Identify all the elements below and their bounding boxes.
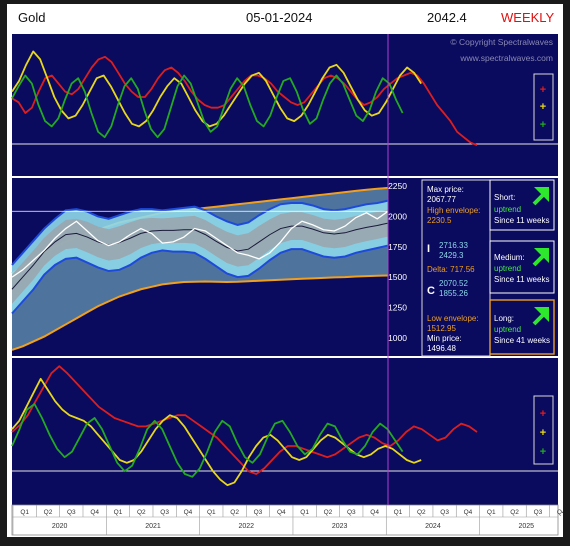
long-trend-since: Since 41 weeks bbox=[494, 336, 550, 345]
i-value-1: 2716.33 bbox=[439, 241, 468, 250]
long-trend-label: Long: bbox=[494, 314, 514, 323]
quarter-label: Q3 bbox=[160, 509, 169, 516]
channel-lower-line bbox=[11, 244, 389, 315]
year-label: 2021 bbox=[145, 523, 161, 530]
min-price-label: Min price: bbox=[427, 334, 462, 343]
timeframe-label: WEEKLY bbox=[501, 10, 555, 25]
bottom-legend-medium-marker: + bbox=[540, 427, 546, 439]
top-legend-box bbox=[533, 73, 554, 141]
top-osc-fast-line bbox=[11, 74, 404, 139]
bottom-legend-slow-marker: + bbox=[540, 408, 546, 420]
quarter-label: Q3 bbox=[347, 509, 356, 516]
quarter-label: Q3 bbox=[67, 509, 76, 516]
price-line bbox=[11, 210, 389, 278]
quarter-label: Q2 bbox=[510, 509, 519, 516]
quarter-label: Q4 bbox=[464, 509, 473, 516]
price-tick-label: 1250 bbox=[388, 302, 407, 312]
chart-frame: Gold 05-01-2024 2042.4 WEEKLY © Copyrigh… bbox=[7, 4, 563, 537]
quarter-label: Q4 bbox=[370, 509, 379, 516]
inner-channel-band bbox=[12, 209, 388, 304]
max-price-label: Max price: bbox=[427, 185, 464, 194]
quarter-label: Q4 bbox=[90, 509, 99, 516]
price-tick-label: 1000 bbox=[388, 333, 407, 343]
quarter-label: Q1 bbox=[20, 509, 29, 516]
medium-trend-since: Since 11 weeks bbox=[494, 275, 549, 284]
lower-envelope-line bbox=[11, 274, 389, 351]
chart-header: Gold 05-01-2024 2042.4 WEEKLY bbox=[7, 4, 563, 33]
symbol-title: Gold bbox=[18, 10, 46, 25]
medium-trend-status: uptrend bbox=[494, 264, 521, 273]
price-tick-label: 2250 bbox=[388, 181, 407, 191]
url-watermark: www.spectralwaves.com bbox=[459, 53, 553, 63]
c-value-1: 2070.52 bbox=[439, 279, 468, 288]
year-label: 2025 bbox=[518, 523, 534, 530]
bottom-oscillator-lines bbox=[11, 365, 478, 487]
chart-date: 05-01-2024 bbox=[246, 10, 313, 25]
i-value-2: 2429.3 bbox=[439, 251, 464, 260]
quarter-label: Q1 bbox=[394, 509, 403, 516]
short-trend-status: uptrend bbox=[494, 205, 521, 214]
top-legend-fast-marker: + bbox=[540, 119, 546, 131]
short-trend-label: Short: bbox=[494, 193, 515, 202]
low-envelope-value: 1512.95 bbox=[427, 324, 456, 333]
long-trend-status: uptrend bbox=[494, 325, 521, 334]
delta-value: Delta: 717.56 bbox=[427, 265, 475, 274]
quarter-label: Q2 bbox=[137, 509, 146, 516]
c-value-2: 1855.26 bbox=[439, 289, 468, 298]
quarter-label: Q3 bbox=[440, 509, 449, 516]
quarter-label: Q4 bbox=[557, 509, 563, 516]
quarter-label: Q1 bbox=[487, 509, 496, 516]
year-label: 2020 bbox=[52, 523, 68, 530]
top-osc-medium-line bbox=[11, 50, 422, 128]
i-label: I bbox=[427, 243, 430, 255]
quarter-label: Q2 bbox=[417, 509, 426, 516]
quarter-label: Q1 bbox=[114, 509, 123, 516]
max-price-value: 2067.77 bbox=[427, 195, 456, 204]
quarter-label: Q3 bbox=[254, 509, 263, 516]
medium-uptrend-arrow-icon bbox=[532, 248, 549, 267]
low-envelope-label: Low envelope: bbox=[427, 314, 479, 323]
year-label: 2024 bbox=[425, 523, 441, 530]
min-price-value: 1496.48 bbox=[427, 344, 456, 353]
top-legend-slow-marker: + bbox=[540, 84, 546, 96]
year-label: 2022 bbox=[239, 523, 255, 530]
quarter-label: Q2 bbox=[324, 509, 333, 516]
quarter-label: Q2 bbox=[44, 509, 53, 516]
top-legend-medium-marker: + bbox=[540, 101, 546, 113]
last-price: 2042.4 bbox=[427, 10, 467, 25]
bottom-legend-fast-marker: + bbox=[540, 446, 546, 458]
quarter-label: Q2 bbox=[230, 509, 239, 516]
channel-center-line bbox=[11, 222, 389, 290]
c-label: C bbox=[427, 285, 435, 297]
readout-panel bbox=[421, 179, 491, 357]
price-tick-label: 1750 bbox=[388, 242, 407, 252]
year-label: 2023 bbox=[332, 523, 348, 530]
high-envelope-value: 2230.5 bbox=[427, 216, 452, 225]
quarter-label: Q3 bbox=[534, 509, 543, 516]
channel-upper-line bbox=[11, 199, 389, 266]
quarter-label: Q4 bbox=[184, 509, 193, 516]
bottom-osc-medium-line bbox=[11, 377, 422, 487]
quarter-label: Q1 bbox=[300, 509, 309, 516]
price-axis-ticks: 1000 1250 1500 1750 2000 2250 bbox=[388, 181, 407, 343]
short-uptrend-arrow-icon bbox=[532, 187, 549, 206]
high-envelope-label: High envelope: bbox=[427, 206, 480, 215]
time-axis-labels: Q1 Q2 Q3 Q4 Q1 Q2 Q3 Q4 Q1 Q2 Q3 Q4 Q1 Q2 Q3 Q4 Q1 Q2 Q3 Q4… bbox=[12, 505, 563, 535]
medium-trend-label: Medium: bbox=[494, 253, 525, 262]
bottom-legend-box bbox=[533, 395, 554, 465]
top-oscillator-lines bbox=[11, 50, 478, 147]
time-axis bbox=[11, 504, 559, 536]
copyright-watermark: © Copyright Spectralwaves bbox=[450, 37, 553, 47]
bottom-osc-fast-line bbox=[11, 403, 404, 478]
price-tick-label: 2000 bbox=[388, 211, 407, 221]
quarter-label: Q1 bbox=[207, 509, 216, 516]
quarter-label: Q4 bbox=[277, 509, 286, 516]
spectral-chart: © Copyright Spectralwaves www.spectralwa… bbox=[11, 34, 563, 536]
price-chart-group bbox=[11, 186, 389, 351]
price-tick-label: 1500 bbox=[388, 272, 407, 282]
short-trend-since: Since 11 weeks bbox=[494, 216, 549, 225]
long-uptrend-arrow-icon bbox=[532, 307, 549, 326]
